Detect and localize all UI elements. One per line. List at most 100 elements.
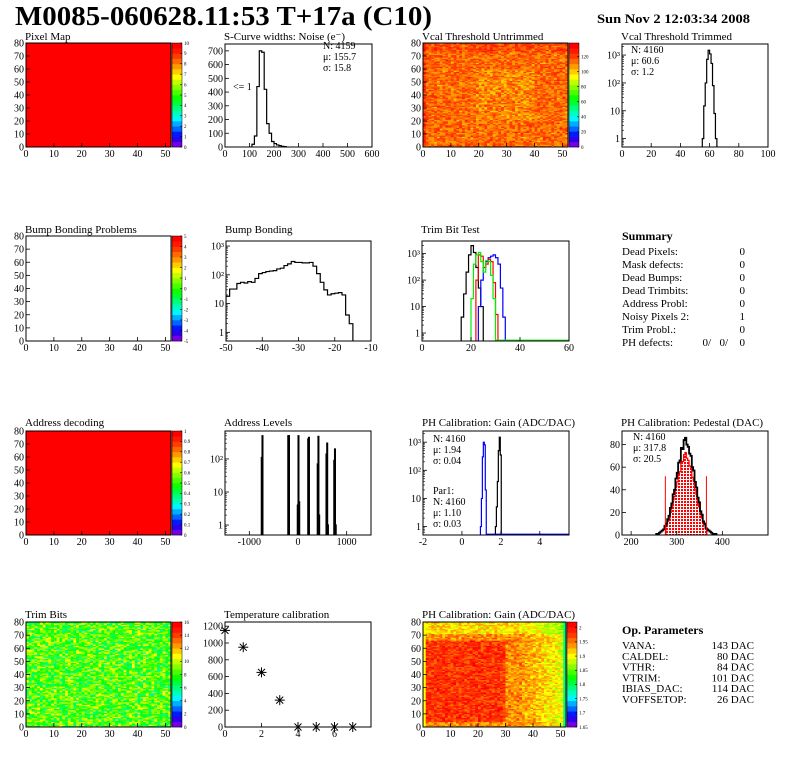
heatmap-cell <box>459 87 463 89</box>
heatmap-cell <box>467 71 471 74</box>
heatmap-cell <box>509 49 513 52</box>
heatmap-cell <box>467 88 471 91</box>
heatmap-cell <box>425 48 429 50</box>
heatmap-cell <box>478 43 482 45</box>
heatmap-cell <box>565 46 568 49</box>
heatmap-cell <box>487 128 491 131</box>
heatmap-cell <box>450 143 454 145</box>
op-parameter-value: 101 DAC <box>712 672 754 684</box>
heatmap-cell <box>484 72 488 75</box>
heatmap-cell <box>423 65 427 67</box>
color-scale-step <box>172 246 182 253</box>
heatmap-cell <box>548 89 552 92</box>
heatmap-cell <box>523 127 527 130</box>
heatmap-cell <box>551 141 555 144</box>
heatmap-cell <box>481 74 485 76</box>
heatmap-cell <box>501 75 505 78</box>
heatmap-cell <box>453 76 457 79</box>
heatmap-cell <box>523 108 527 110</box>
heatmap-cell <box>509 75 513 78</box>
heatmap-cell <box>534 95 538 97</box>
heatmap-cell <box>501 89 505 92</box>
heatmap-cell <box>470 78 474 80</box>
heatmap-cell <box>481 119 485 122</box>
heatmap-cell <box>523 62 527 65</box>
color-scale-step <box>172 283 182 289</box>
heatmap-cell <box>526 121 530 123</box>
heatmap-cell <box>551 126 555 128</box>
y-tick-label: 30 <box>14 492 24 503</box>
plot-title: Address decoding <box>25 417 105 429</box>
heatmap-cell <box>475 97 480 100</box>
heatmap-cell <box>453 131 457 133</box>
heatmap-cell <box>556 115 560 118</box>
heatmap-cell <box>431 108 435 110</box>
heatmap-cell <box>495 145 499 147</box>
heatmap-cell <box>503 106 507 109</box>
heatmap-cell <box>503 45 507 48</box>
heatmap-cell <box>501 126 505 128</box>
heatmap-cell <box>540 145 544 147</box>
heatmap-cell <box>556 106 560 109</box>
heatmap-cell <box>464 43 468 45</box>
heatmap-cell <box>450 58 454 61</box>
heatmap-cell <box>473 108 477 110</box>
heatmap-cell <box>503 63 507 66</box>
heatmap-cell <box>498 100 502 102</box>
heatmap-cell <box>445 144 449 146</box>
heatmap-cell <box>501 118 505 120</box>
heatmap-cell <box>503 52 507 54</box>
heatmap-cell <box>448 121 452 123</box>
heatmap-cell <box>448 118 452 120</box>
heatmap-cell <box>459 72 463 75</box>
heatmap-cell <box>431 122 435 124</box>
heatmap-cell <box>512 132 516 135</box>
heatmap-cell <box>506 114 510 117</box>
heatmap-cell <box>498 114 502 117</box>
heatmap-cell <box>425 75 429 78</box>
heatmap-cell <box>464 52 468 54</box>
heatmap-cell <box>445 134 449 136</box>
heatmap-cell <box>534 145 538 147</box>
heatmap-cell <box>450 122 454 124</box>
heatmap-cell <box>548 113 552 115</box>
heatmap-cell <box>545 108 549 110</box>
heatmap-cell <box>26 643 30 645</box>
heatmap-cell <box>448 144 452 146</box>
heatmap-cell <box>528 93 533 96</box>
heatmap-cell <box>534 111 538 114</box>
heatmap-cell <box>464 80 468 83</box>
heatmap-cell <box>506 70 510 72</box>
heatmap-cell <box>434 80 438 83</box>
heatmap-cell <box>445 93 449 96</box>
heatmap-cell <box>531 115 535 118</box>
heatmap-cell <box>495 131 499 133</box>
heatmap-cell <box>489 78 494 80</box>
heatmap-cell <box>28 695 32 698</box>
heatmap-cell <box>487 118 491 120</box>
heatmap-cell <box>445 89 449 92</box>
heatmap-cell <box>540 106 544 109</box>
heatmap-cell <box>475 122 480 124</box>
heatmap-cell <box>526 82 530 84</box>
heatmap-cell <box>487 59 491 62</box>
heatmap-cell <box>428 104 432 106</box>
heatmap-cell <box>509 82 513 84</box>
heatmap-cell <box>473 89 477 92</box>
heatmap-cell <box>537 69 541 71</box>
heatmap-cell <box>498 135 502 137</box>
heatmap-cell <box>462 100 466 102</box>
heatmap-cell <box>554 82 558 84</box>
heatmap-cell <box>456 98 460 101</box>
heatmap-cell <box>431 118 435 120</box>
heatmap-cell <box>501 78 505 80</box>
heatmap-cell <box>531 91 535 93</box>
heatmap-cell <box>487 49 491 52</box>
heatmap-cell <box>456 59 460 62</box>
heatmap-cell <box>520 109 524 111</box>
heatmap-cell <box>556 124 560 127</box>
heatmap-cell <box>501 88 505 91</box>
heatmap-cell <box>562 102 566 105</box>
heatmap-cell <box>562 72 566 75</box>
heatmap-cell <box>481 114 485 117</box>
